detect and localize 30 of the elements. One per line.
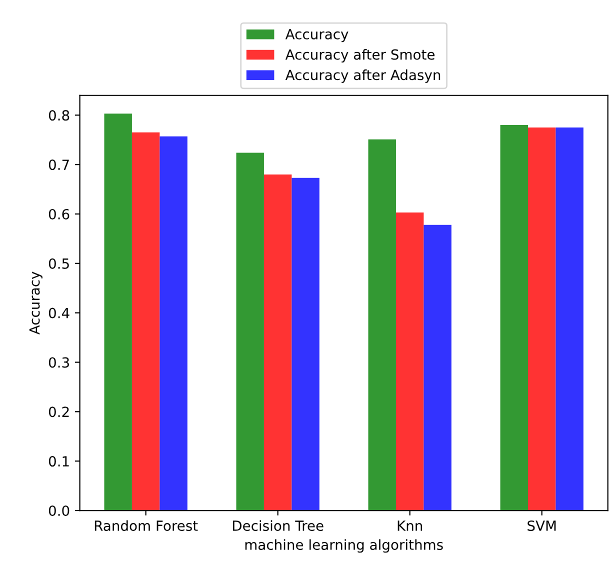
- bar: [292, 178, 320, 511]
- legend-label: Accuracy after Adasyn: [285, 69, 440, 83]
- y-tick-label: 0.7: [48, 160, 69, 170]
- x-tick-label: Knn: [398, 520, 422, 531]
- y-tick-label: 0.1: [48, 456, 69, 467]
- y-tick-label: 0.4: [48, 308, 70, 318]
- x-tick-label: Random Forest: [94, 520, 198, 531]
- bar: [424, 224, 452, 511]
- y-tick-label: 0.6: [48, 208, 70, 220]
- bar: [500, 125, 528, 511]
- bar: [264, 174, 292, 511]
- legend-label: Accuracy: [285, 29, 348, 42]
- x-tick-label: Decision Tree: [232, 520, 324, 531]
- bar: [104, 114, 132, 511]
- x-axis-title: machine learning algorithms: [245, 539, 443, 553]
- y-tick-label: 0.3: [48, 357, 69, 368]
- y-tick-label: 0.8: [48, 110, 70, 121]
- bar: [396, 212, 424, 511]
- bar: [132, 132, 160, 511]
- x-tick-label: SVM: [528, 520, 556, 531]
- bar: [236, 152, 264, 511]
- y-tick-label: 0.2: [48, 406, 69, 418]
- bar: [368, 139, 396, 511]
- y-tick-label: 0.5: [48, 258, 69, 269]
- y-tick-label: 0.0: [48, 505, 70, 516]
- bar: [160, 136, 188, 511]
- y-axis-title: Accuracy: [29, 272, 42, 335]
- legend-label: Accuracy after Smote: [285, 49, 435, 62]
- bar: [528, 127, 556, 511]
- bar: [556, 127, 584, 511]
